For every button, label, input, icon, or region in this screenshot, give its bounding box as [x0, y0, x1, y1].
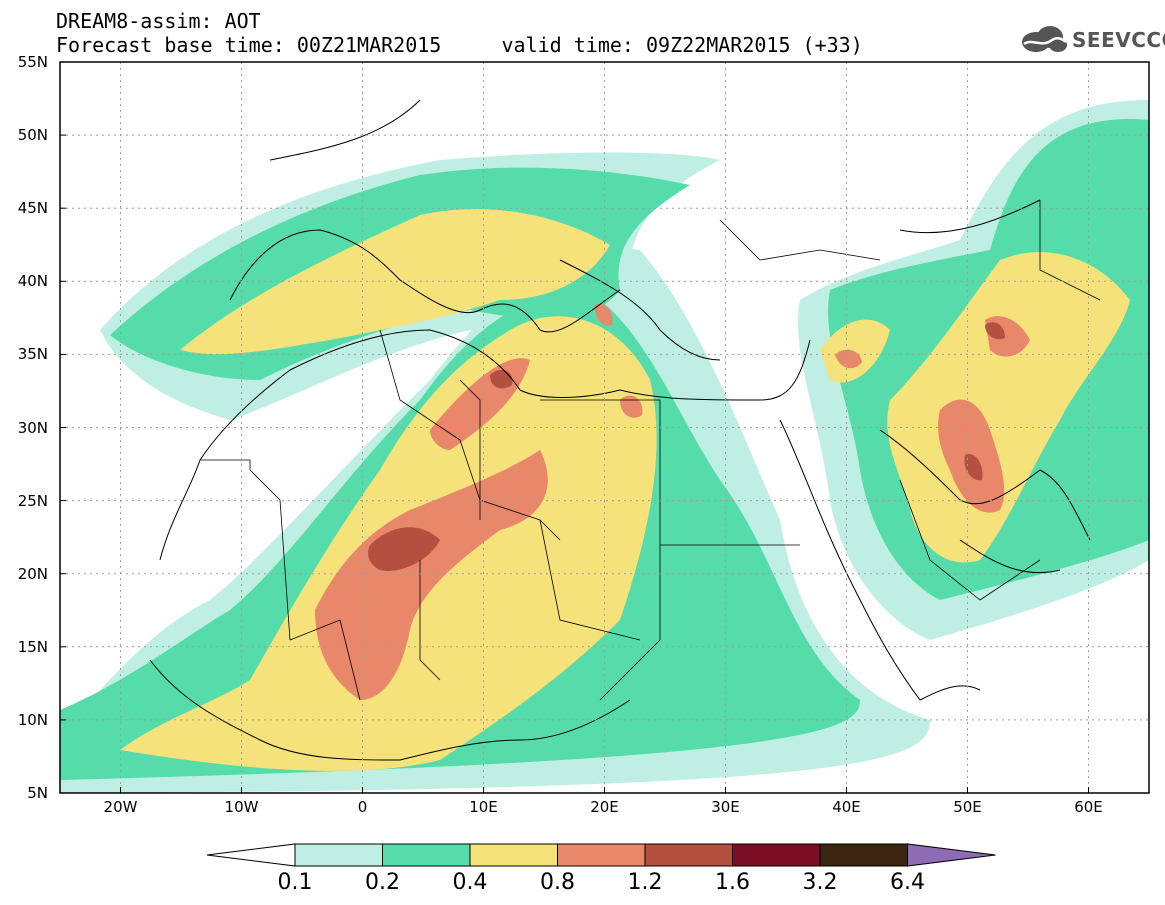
colorbar-label: 0.1 — [277, 870, 313, 895]
lat-label: 20N — [17, 564, 48, 583]
lat-label: 5N — [27, 784, 48, 802]
coastlines — [149, 99, 1091, 761]
colorbar-segment — [644, 843, 733, 867]
colorbar-label: 0.2 — [365, 870, 400, 895]
seevccc-logo: SEEVCCC — [1018, 22, 1165, 56]
colorbar-label: 1.2 — [627, 870, 663, 895]
lon-label: 40E — [832, 798, 861, 816]
cloud-icon — [1022, 26, 1067, 52]
country-borders — [200, 200, 1101, 701]
lat-label: 40N — [17, 272, 48, 291]
colorbar-segment — [732, 843, 821, 867]
colorbar-label: 0.8 — [540, 870, 575, 895]
colorbar-segment — [819, 843, 908, 867]
colorbar-segment — [294, 843, 383, 867]
lon-label: 60E — [1074, 798, 1103, 816]
chart-title: DREAM8-assim: AOT — [56, 9, 261, 33]
aot-map — [59, 61, 1150, 794]
lat-label: 30N — [17, 418, 48, 437]
gridlines — [60, 62, 1149, 793]
lat-label: 50N — [17, 126, 48, 145]
lon-label: 10W — [224, 798, 259, 816]
colorbar-under-arrow — [206, 843, 296, 867]
lon-label: 20W — [103, 798, 138, 816]
colorbar-label: 3.2 — [802, 870, 838, 895]
colorbar-segment — [382, 843, 471, 867]
colorbar-over-arrow — [907, 843, 996, 867]
colorbar — [206, 843, 996, 867]
lat-label: 25N — [17, 491, 48, 510]
lon-label: 0 — [357, 798, 368, 816]
lon-label: 30E — [711, 798, 740, 816]
lat-label: 35N — [17, 345, 48, 364]
colorbar-label: 1.6 — [715, 870, 750, 895]
colorbar-label: 6.4 — [890, 870, 925, 895]
aot-contour-very-high — [368, 322, 1005, 571]
colorbar-segment — [557, 843, 646, 867]
forecast-time-line: Forecast base time: 00Z21MAR2015 valid t… — [56, 33, 863, 57]
lat-label: 45N — [17, 199, 48, 218]
logo-text: SEEVCCC — [1072, 28, 1165, 52]
lat-label: 55N — [17, 53, 48, 71]
lat-label: 15N — [17, 637, 48, 656]
lon-label: 10E — [469, 798, 498, 816]
lon-label: 50E — [953, 798, 982, 816]
colorbar-segment — [469, 843, 558, 867]
colorbar-label: 0.4 — [452, 870, 488, 895]
lon-label: 20E — [590, 798, 619, 816]
lat-label: 10N — [17, 710, 48, 729]
